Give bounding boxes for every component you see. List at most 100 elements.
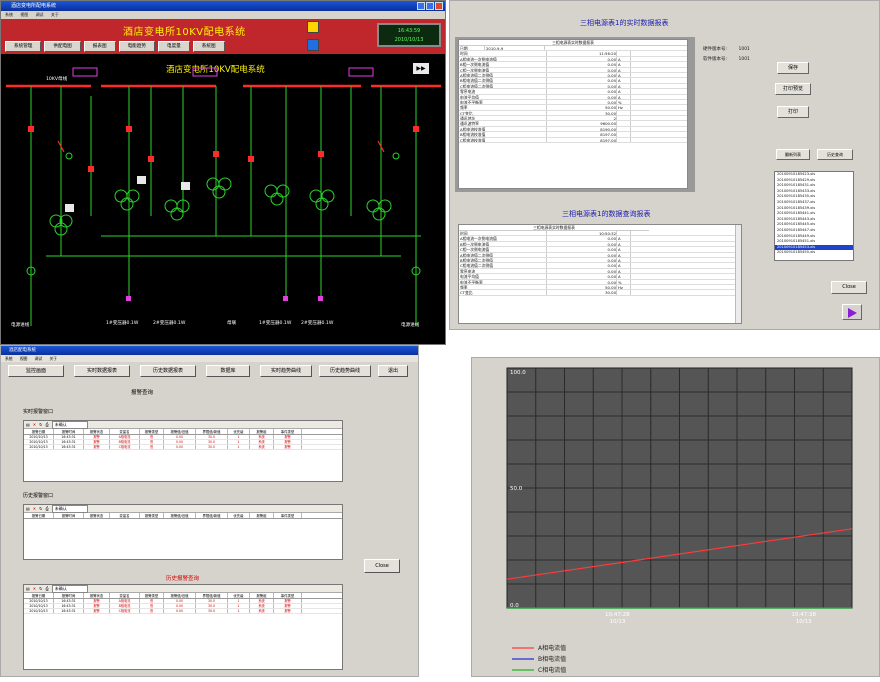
play-button[interactable] (842, 304, 862, 320)
file-list-item[interactable]: 20100910185449.xls (777, 233, 816, 238)
table-row[interactable]: 2010/10/13 16:43:31 报警 A相电流低 0.00 30.0 1 系统 报警 (24, 435, 342, 440)
users-icon[interactable] (307, 21, 319, 33)
file-list-item[interactable]: 20100910185445.xls (777, 222, 816, 227)
tab-monitor[interactable]: 监控画面 (8, 365, 64, 377)
menu-debug[interactable]: 调试 (35, 12, 44, 17)
file-list-item[interactable]: 20100910185453.xls (775, 244, 853, 251)
nav-system-diagram[interactable]: 系统图 (192, 41, 225, 52)
history-alarm-grid[interactable]: ▤ ✕ ↻ ⎙ 未确认 报警日期 报警时间 报警状态 变量名 报警类型 报警值/旧值 界限值/新值… (23, 504, 343, 560)
file-list-item[interactable]: 20100910185435.xls (777, 194, 816, 199)
column-header[interactable]: 界限值/新值 (196, 429, 228, 434)
print-icon[interactable]: ⎙ (45, 505, 49, 511)
filter-select[interactable]: 未确认 (51, 584, 88, 593)
column-header[interactable]: 报警类型 (140, 513, 164, 518)
file-list-item[interactable]: 20100910185423.xls (777, 172, 816, 176)
close-button[interactable] (435, 2, 443, 10)
grid-tool-icon[interactable]: ▤ (26, 585, 30, 591)
delete-icon[interactable]: ✕ (32, 505, 37, 511)
history-query-grid[interactable]: ▤ ✕ ↻ ⎙ 未确认 报警日期 报警时间 报警状态 变量名 报警类型 报警值/旧值 界限值/新值… (23, 584, 343, 670)
column-header[interactable]: 报警值/旧值 (164, 429, 196, 434)
table-row[interactable]: 2010/10/13 16:43:31 报警 C相电流低 0.00 30.0 1 系统 报警 (24, 445, 342, 450)
column-header[interactable]: 报警组 (250, 593, 274, 598)
column-header[interactable]: 事件类型 (274, 513, 302, 518)
file-list-item[interactable]: 20100910185433.xls (777, 188, 816, 193)
tab-realtime-trend[interactable]: 实时趋势曲线 (260, 365, 312, 377)
alarm-close-button[interactable]: Close (364, 559, 400, 573)
menu-view[interactable]: 视图 (20, 12, 29, 17)
menu-system[interactable]: 系统 (5, 12, 13, 17)
file-list-item[interactable]: 20100910185439.xls (777, 205, 816, 210)
print-button[interactable]: 打印 (777, 106, 809, 118)
column-header[interactable]: 报警值/旧值 (164, 593, 196, 598)
tab-database[interactable]: 数据库 (206, 365, 250, 377)
maximize-button[interactable] (426, 2, 434, 10)
column-header[interactable]: 报警日期 (24, 513, 54, 518)
filter-select[interactable]: 未确认 (51, 504, 88, 513)
table-row[interactable]: 2010/10/13 16:43:31 报警 B相电流低 0.00 30.0 1 系统 报警 (24, 604, 342, 609)
column-header[interactable]: 报警值/旧值 (164, 513, 196, 518)
print-preview-button[interactable]: 打印预览 (775, 83, 811, 95)
file-list[interactable]: 20100910185423.xls 20100910185429.xls 2010… (774, 171, 854, 261)
print-icon[interactable]: ⎙ (45, 421, 49, 427)
tab-exit[interactable]: 退出 (378, 365, 408, 377)
column-header[interactable]: 报警时间 (54, 429, 84, 434)
file-list-item[interactable]: 20100910185455.xls (777, 250, 816, 255)
realtime-alarm-grid[interactable]: ▤ ✕ ↻ ⎙ 未确认 报警日期 报警时间 报警状态 变量名 报警类型 报警值/旧值 界限值/新值… (23, 420, 343, 482)
column-header[interactable]: 优先级 (228, 593, 250, 598)
column-header[interactable]: 变量名 (110, 429, 140, 434)
table-row[interactable]: 2010/10/13 16:43:31 报警 B相电流低 0.00 30.0 1 系统 报警 (24, 440, 342, 445)
file-list-item[interactable]: 20100910185429.xls (777, 177, 816, 182)
print-icon[interactable]: ⎙ (45, 585, 49, 591)
minimize-button[interactable] (417, 2, 425, 10)
column-header[interactable]: 报警日期 (24, 429, 54, 434)
nav-system-manage[interactable]: 系统管理 (5, 41, 42, 52)
file-list-item[interactable]: 20100910185437.xls (777, 199, 816, 204)
save-button[interactable]: 保存 (777, 62, 809, 74)
grid-tool-icon[interactable]: ▤ (26, 505, 30, 511)
menu-about[interactable]: 关于 (49, 356, 58, 361)
file-list-item[interactable]: 20100910185451.xls (777, 239, 816, 244)
refresh-list-button[interactable]: 翻新列表 (776, 149, 810, 160)
tab-history-trend[interactable]: 历史趋势曲线 (319, 365, 371, 377)
column-header[interactable]: 变量名 (110, 593, 140, 598)
nav-report[interactable]: 报表图 (83, 41, 116, 52)
column-header[interactable]: 优先级 (228, 513, 250, 518)
column-header[interactable]: 报警日期 (24, 593, 54, 598)
column-header[interactable]: 事件类型 (274, 429, 302, 434)
file-list-item[interactable]: 20100910185443.xls (777, 216, 816, 221)
close-button[interactable]: Close (831, 281, 867, 294)
file-list-item[interactable]: 20100910185447.xls (777, 227, 816, 232)
menu-system[interactable]: 系统 (5, 356, 13, 361)
column-header[interactable]: 报警类型 (140, 429, 164, 434)
column-header[interactable]: 界限值/新值 (196, 513, 228, 518)
filter-select[interactable]: 未确认 (51, 420, 88, 429)
column-header[interactable]: 界限值/新值 (196, 593, 228, 598)
column-header[interactable]: 报警类型 (140, 593, 164, 598)
column-header[interactable]: 变量名 (110, 513, 140, 518)
column-header[interactable]: 报警组 (250, 429, 274, 434)
grid-tool-icon[interactable]: ▤ (26, 421, 30, 427)
history-query-button[interactable]: 历史查询 (817, 149, 853, 160)
table-row[interactable]: 2010/10/13 16:43:31 报警 A相电流低 0.00 30.0 1 系统 报警 (24, 599, 342, 604)
menu-about[interactable]: 关于 (50, 12, 59, 17)
delete-icon[interactable]: ✕ (32, 585, 37, 591)
forward-button[interactable]: ▶▶ (413, 63, 429, 74)
refresh-icon[interactable]: ↻ (39, 421, 43, 427)
shield-icon[interactable] (307, 39, 319, 51)
column-header[interactable]: 事件类型 (274, 593, 302, 598)
file-list-item[interactable]: 20100910185441.xls (777, 211, 816, 216)
tab-realtime-report[interactable]: 实时数据报表 (74, 365, 130, 377)
column-header[interactable]: 优先级 (228, 429, 250, 434)
column-header[interactable]: 报警组 (250, 513, 274, 518)
nav-power-diagram[interactable]: 供配电图 (44, 41, 81, 52)
menu-view[interactable]: 视图 (19, 356, 28, 361)
column-header[interactable]: 报警时间 (54, 513, 84, 518)
refresh-icon[interactable]: ↻ (39, 585, 43, 591)
nav-energy[interactable]: 电度量 (157, 41, 190, 52)
refresh-icon[interactable]: ↻ (39, 505, 43, 511)
tab-history-report[interactable]: 历史数据报表 (140, 365, 196, 377)
column-header[interactable]: 报警状态 (84, 513, 110, 518)
menu-debug[interactable]: 调试 (34, 356, 43, 361)
delete-icon[interactable]: ✕ (32, 421, 37, 427)
query-scrollbar[interactable] (735, 225, 741, 323)
